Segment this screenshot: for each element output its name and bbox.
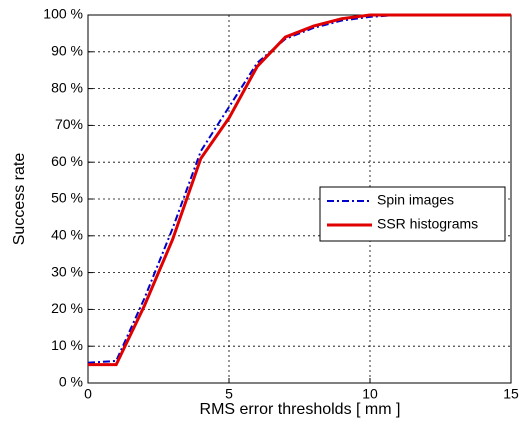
y-tick-label: 100 % xyxy=(43,6,83,22)
y-tick-label: 90 % xyxy=(51,43,83,59)
x-tick-label: 0 xyxy=(84,386,92,402)
legend-box xyxy=(319,186,506,242)
y-tick-label: 10 % xyxy=(51,337,83,353)
x-tick-label: 5 xyxy=(225,386,233,402)
x-tick-label: 15 xyxy=(503,386,519,402)
y-tick-label: 60 % xyxy=(51,153,83,169)
x-axis-label: RMS error thresholds [ mm ] xyxy=(200,401,401,418)
y-tick-label: 30 % xyxy=(51,263,83,279)
y-axis-label: Success rate xyxy=(11,153,28,246)
line-series xyxy=(88,13,511,367)
y-tick-label: 80 % xyxy=(51,79,83,95)
plot-frame xyxy=(87,14,512,384)
y-tick-label: 40 % xyxy=(51,227,83,243)
legend: Spin images SSR histograms xyxy=(319,186,506,242)
y-tick-label: 70% xyxy=(55,116,83,132)
line-series xyxy=(87,14,511,364)
x-tick-label: 10 xyxy=(362,386,378,402)
y-tick-label: 20 % xyxy=(51,300,83,316)
y-tick-label: 50 % xyxy=(51,190,83,206)
legend-label: Spin images xyxy=(377,192,454,208)
legend-label: SSR histograms xyxy=(377,216,478,232)
y-tick-label: 0 % xyxy=(59,374,83,390)
